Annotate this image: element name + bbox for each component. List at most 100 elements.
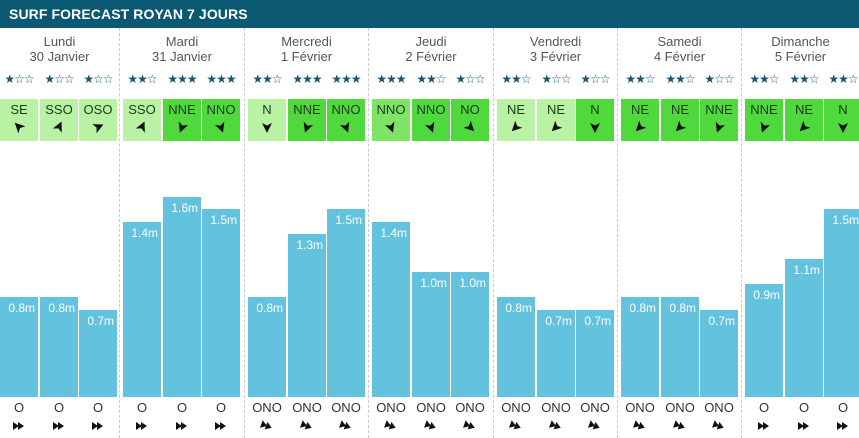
wave-height-label: 1.5m bbox=[832, 213, 859, 227]
wind-box: N bbox=[248, 99, 286, 141]
rating-stars: ★☆☆ bbox=[541, 72, 571, 86]
wind-box: NO bbox=[451, 99, 489, 141]
wind-arrow-icon bbox=[384, 121, 395, 133]
wind-arrow bbox=[52, 120, 66, 134]
swell-direction: ONO bbox=[704, 400, 734, 415]
wave-height-label: 1.4m bbox=[380, 226, 407, 240]
swell-arrow-icon bbox=[259, 420, 272, 430]
wind-arrow-icon bbox=[339, 121, 350, 133]
wind-arrow-icon bbox=[635, 120, 647, 132]
forecast-slot: ★★☆ NE 1.1m O bbox=[785, 28, 823, 438]
day-name: Vendredi bbox=[529, 34, 582, 49]
wind-box: NE bbox=[537, 99, 575, 141]
swell-arrow bbox=[214, 419, 228, 433]
rating-stars: ★★★ bbox=[292, 72, 322, 86]
forecast-slot: ★★★ NNO 1.5m O bbox=[202, 28, 240, 438]
wind-arrow-icon bbox=[92, 124, 104, 134]
forecast-slot: ★★☆ NE 0.8m ONO bbox=[497, 28, 535, 438]
wind-direction: NNE bbox=[705, 102, 733, 117]
rating-stars: ★★☆ bbox=[252, 72, 282, 86]
wave-height-label: 0.9m bbox=[753, 288, 780, 302]
wave-height-bar: 0.8m bbox=[661, 297, 699, 397]
wind-direction: NO bbox=[460, 102, 480, 117]
wind-arrow bbox=[509, 120, 523, 134]
wind-arrow-icon bbox=[590, 123, 600, 133]
swell-arrow-icon bbox=[672, 420, 685, 430]
swell-direction: ONO bbox=[416, 400, 446, 415]
wave-height-label: 0.7m bbox=[87, 314, 114, 328]
rating-stars: ★★☆ bbox=[127, 72, 157, 86]
swell-direction: O bbox=[837, 400, 849, 415]
wind-arrow bbox=[757, 120, 771, 134]
swell-arrow bbox=[548, 419, 563, 433]
swell-arrow bbox=[91, 419, 105, 433]
wind-arrow bbox=[12, 120, 26, 134]
day-date: 3 Février bbox=[529, 49, 582, 64]
wave-height-label: 0.8m bbox=[8, 301, 35, 315]
wind-arrow bbox=[673, 120, 687, 134]
swell-arrow-icon bbox=[632, 420, 645, 430]
day-header: Mercredi 1 Février bbox=[245, 28, 368, 64]
swell-arrow-icon bbox=[508, 420, 521, 430]
wind-direction: NE bbox=[546, 102, 566, 117]
forecast-title: SURF FORECAST ROYAN 7 JOURS bbox=[0, 0, 859, 28]
rating-stars: ★☆☆ bbox=[580, 72, 610, 86]
wave-height-label: 1.0m bbox=[420, 276, 447, 290]
swell-arrow-icon bbox=[92, 422, 103, 430]
wind-arrow-icon bbox=[799, 120, 811, 132]
wind-box: OSO bbox=[79, 99, 117, 141]
rating-stars: ★★☆ bbox=[665, 72, 695, 86]
wind-arrow bbox=[214, 120, 228, 134]
swell-arrow bbox=[672, 419, 687, 433]
wind-arrow bbox=[836, 120, 850, 134]
wind-direction: NNO bbox=[206, 102, 236, 117]
wave-height-bar: 1.5m bbox=[824, 209, 859, 397]
wind-arrow-icon bbox=[675, 120, 687, 132]
rating-stars: ★☆☆ bbox=[704, 72, 734, 86]
wind-arrow bbox=[549, 120, 563, 134]
wind-direction: NNE bbox=[293, 102, 321, 117]
rating-stars: ★★★ bbox=[206, 72, 236, 86]
wave-height-label: 1.1m bbox=[793, 263, 820, 277]
wind-direction: SE bbox=[10, 102, 28, 117]
swell-arrow bbox=[757, 419, 771, 433]
swell-arrow bbox=[462, 419, 477, 433]
wave-height-bar: 0.8m bbox=[497, 297, 535, 397]
day-column: Mardi 31 Janvier ★★☆ SSO 1.4m O ★★★ NNE 1.6m O ★★★… bbox=[119, 28, 244, 438]
wind-box: NNE bbox=[745, 99, 783, 141]
swell-direction: O bbox=[13, 400, 25, 415]
swell-arrow bbox=[587, 419, 602, 433]
wind-direction: NE bbox=[506, 102, 526, 117]
rating-stars: ★★☆ bbox=[789, 72, 819, 86]
wind-box: NNE bbox=[288, 99, 326, 141]
wind-direction: SSO bbox=[45, 102, 73, 117]
wind-arrow-icon bbox=[424, 121, 435, 133]
swell-arrow bbox=[52, 419, 66, 433]
wave-height-bar: 1.3m bbox=[288, 234, 326, 397]
wind-box: N bbox=[576, 99, 614, 141]
swell-arrow bbox=[711, 419, 726, 433]
wind-box: NNE bbox=[163, 99, 201, 141]
swell-arrow bbox=[797, 419, 811, 433]
day-name: Jeudi bbox=[415, 34, 447, 49]
wave-height-bar: 0.8m bbox=[0, 297, 38, 397]
wave-height-bar: 0.9m bbox=[745, 284, 783, 397]
wind-box: NE bbox=[785, 99, 823, 141]
forecast-slot: ★★☆ NE 0.8m ONO bbox=[661, 28, 699, 438]
wave-height-bar: 0.7m bbox=[537, 310, 575, 397]
wind-arrow bbox=[424, 120, 438, 134]
forecast-slot: ★☆☆ OSO 0.7m O bbox=[79, 28, 117, 438]
wind-box: NE bbox=[661, 99, 699, 141]
swell-direction: ONO bbox=[625, 400, 655, 415]
swell-direction: ONO bbox=[501, 400, 531, 415]
day-name: Dimanche bbox=[771, 34, 830, 49]
rating-stars: ★★☆ bbox=[416, 72, 446, 86]
wind-direction: NNE bbox=[168, 102, 196, 117]
swell-arrow bbox=[383, 419, 398, 433]
swell-arrow bbox=[175, 419, 189, 433]
day-date: 31 Janvier bbox=[152, 49, 212, 64]
forecast-slot: ★★★ NNO 1.5m ONO bbox=[327, 28, 365, 438]
forecast-slot: ★★☆ N 0.8m ONO bbox=[248, 28, 286, 438]
forecast-slot: ★★☆ NE 0.8m ONO bbox=[621, 28, 659, 438]
wave-height-label: 0.8m bbox=[48, 301, 75, 315]
